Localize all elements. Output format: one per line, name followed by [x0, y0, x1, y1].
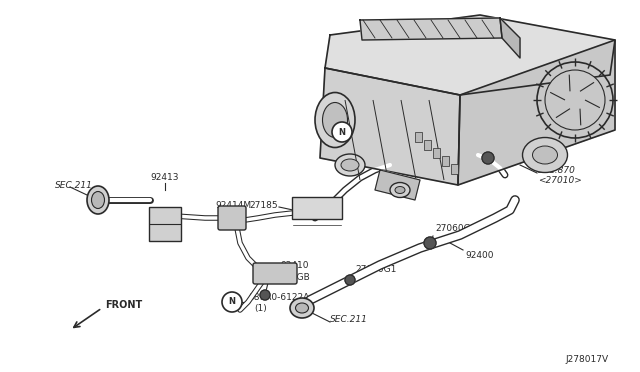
Text: SEC.211: SEC.211 [55, 180, 93, 189]
Text: 27060GB: 27060GB [435, 224, 477, 232]
Circle shape [545, 70, 605, 130]
FancyBboxPatch shape [253, 263, 297, 284]
Polygon shape [325, 15, 615, 95]
Circle shape [345, 275, 355, 285]
Ellipse shape [335, 154, 365, 176]
FancyBboxPatch shape [451, 164, 458, 174]
Ellipse shape [296, 303, 308, 313]
Ellipse shape [323, 103, 348, 138]
Ellipse shape [87, 186, 109, 214]
Text: 27060GB: 27060GB [268, 273, 310, 282]
Polygon shape [375, 170, 420, 200]
Circle shape [332, 122, 352, 142]
Ellipse shape [395, 186, 405, 193]
Polygon shape [360, 18, 502, 40]
Text: 92400: 92400 [465, 250, 493, 260]
Circle shape [482, 152, 494, 164]
Text: N: N [228, 298, 236, 307]
FancyBboxPatch shape [424, 140, 431, 150]
Text: SEC.870: SEC.870 [538, 166, 576, 174]
Ellipse shape [390, 183, 410, 198]
Circle shape [424, 237, 436, 249]
Text: 92413: 92413 [150, 173, 179, 182]
Ellipse shape [92, 192, 104, 208]
Text: DB311-2062H: DB311-2062H [350, 121, 413, 129]
Text: SEC.211: SEC.211 [330, 315, 368, 324]
Text: (1): (1) [254, 305, 267, 314]
Text: (2): (2) [356, 132, 369, 141]
Ellipse shape [341, 159, 359, 171]
Ellipse shape [532, 146, 557, 164]
Text: 081A0-6122A: 081A0-6122A [248, 292, 309, 301]
Ellipse shape [522, 138, 568, 173]
Text: <27010>: <27010> [538, 176, 582, 185]
Ellipse shape [290, 298, 314, 318]
Polygon shape [320, 68, 460, 185]
Text: 92414M: 92414M [215, 201, 251, 209]
FancyBboxPatch shape [442, 156, 449, 166]
Text: N: N [339, 128, 346, 137]
Text: 27060G1: 27060G1 [355, 266, 396, 275]
Circle shape [222, 292, 242, 312]
Polygon shape [458, 40, 615, 185]
Text: 27185: 27185 [250, 201, 278, 209]
Text: J278017V: J278017V [565, 356, 608, 365]
FancyBboxPatch shape [149, 207, 181, 241]
FancyBboxPatch shape [433, 148, 440, 158]
Text: 92410: 92410 [280, 260, 308, 269]
FancyBboxPatch shape [415, 132, 422, 142]
FancyBboxPatch shape [292, 197, 342, 219]
Text: 27060GB: 27060GB [347, 151, 388, 160]
Text: FRONT: FRONT [105, 300, 142, 310]
Polygon shape [500, 18, 520, 58]
Ellipse shape [315, 93, 355, 148]
Circle shape [260, 290, 270, 300]
FancyBboxPatch shape [218, 206, 246, 230]
